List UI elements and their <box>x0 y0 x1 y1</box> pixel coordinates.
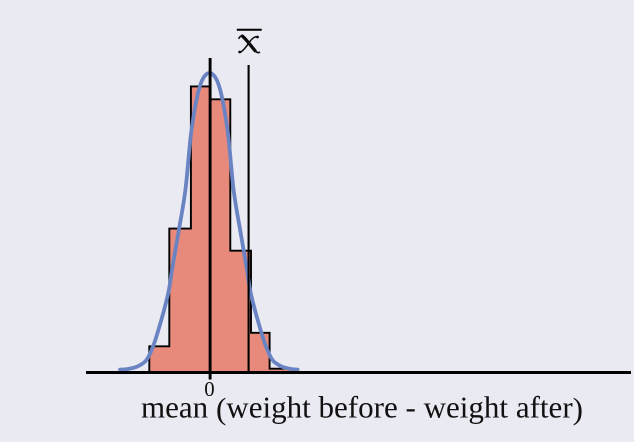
svg-text:0: 0 <box>204 378 214 401</box>
svg-text:mean (weight before - weight a: mean (weight before - weight after) <box>141 390 583 427</box>
